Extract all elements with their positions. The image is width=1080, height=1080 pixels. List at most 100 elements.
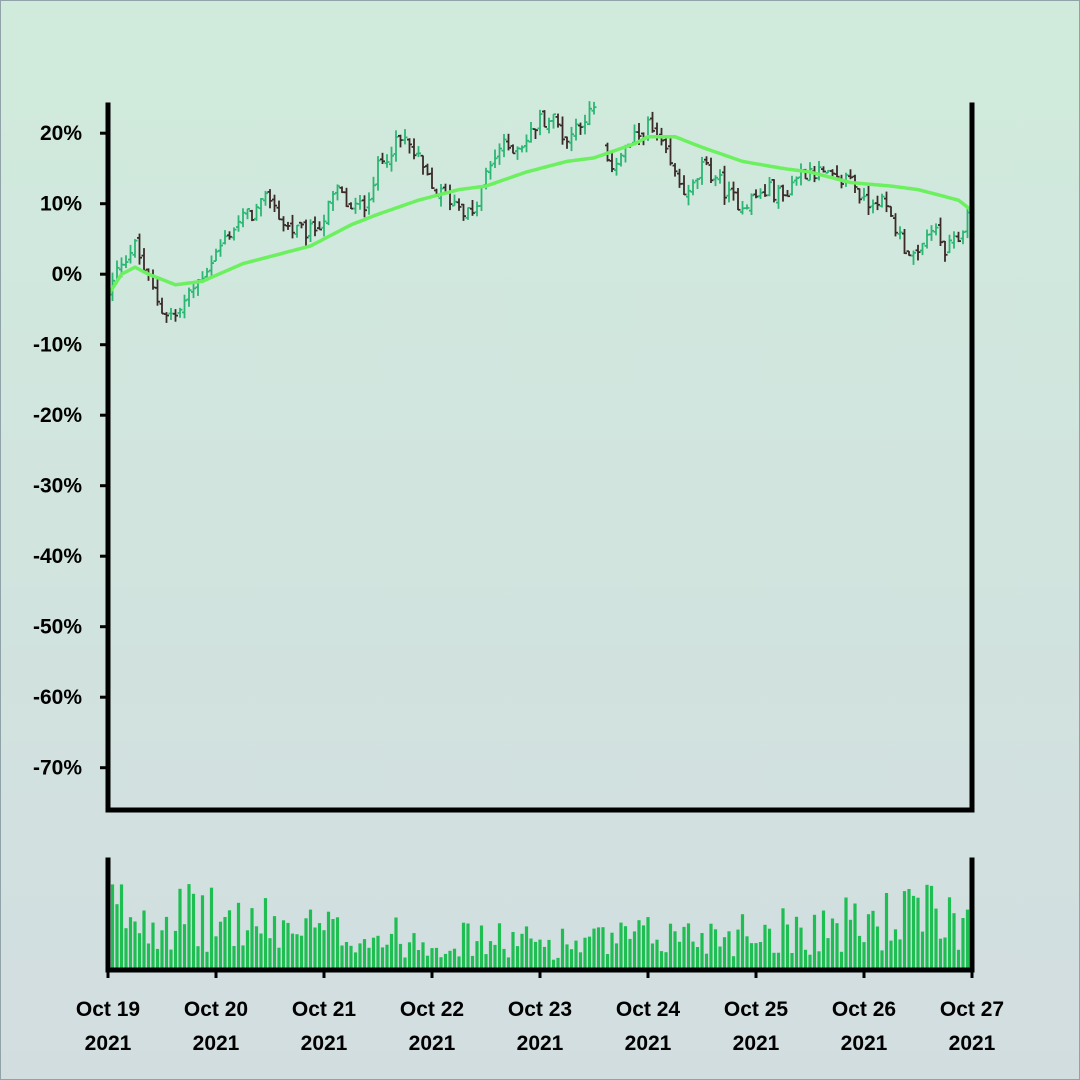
ohlc-bar bbox=[218, 239, 223, 257]
volume-bar bbox=[362, 939, 367, 970]
volume-bar bbox=[376, 935, 380, 970]
volume-bar bbox=[286, 922, 290, 970]
volume-bar bbox=[790, 953, 794, 970]
ohlc-bar bbox=[582, 114, 588, 135]
ohlc-bar bbox=[956, 231, 961, 243]
volume-bar bbox=[529, 938, 533, 970]
volume-bar bbox=[538, 939, 542, 970]
volume-bar bbox=[178, 888, 182, 970]
volume-bar bbox=[574, 940, 578, 970]
ohlc-bar bbox=[186, 287, 192, 307]
x-tick-label: Oct 20 bbox=[184, 998, 248, 1021]
x-axis-ticks: Oct 19 2021 Oct 20 2021 Oct 21 2021 Oct 22 2021… bbox=[76, 970, 1004, 1055]
ohlc-bar bbox=[380, 152, 385, 164]
volume-bar bbox=[110, 884, 115, 970]
volume-bar bbox=[893, 929, 898, 970]
ohlc-bar bbox=[488, 161, 493, 180]
volume-bar bbox=[817, 951, 821, 970]
volume-bar bbox=[655, 939, 659, 970]
volume-bar bbox=[889, 940, 893, 970]
ohlc-bar bbox=[366, 192, 372, 215]
volume-bar bbox=[884, 893, 889, 970]
ohlc-bar bbox=[681, 175, 687, 196]
volume-bar bbox=[164, 916, 169, 970]
volume-bar bbox=[205, 951, 209, 970]
ohlc-bar bbox=[267, 189, 273, 209]
volume-bar bbox=[623, 926, 628, 970]
volume-bar bbox=[592, 928, 596, 970]
volume-bar bbox=[569, 949, 574, 970]
ohlc-bar bbox=[915, 244, 921, 261]
volume-bar bbox=[421, 942, 425, 970]
volume-bar bbox=[187, 884, 191, 970]
volume-bar bbox=[902, 891, 907, 970]
x-tick-year: 2021 bbox=[949, 1032, 996, 1055]
ohlc-bar bbox=[231, 227, 237, 241]
ohlc-bar bbox=[663, 135, 669, 154]
x-tick-year: 2021 bbox=[841, 1032, 888, 1055]
volume-bar bbox=[898, 939, 902, 970]
volume-bar bbox=[281, 920, 286, 970]
volume-bar bbox=[371, 937, 376, 970]
ohlc-bar bbox=[618, 152, 624, 167]
volume-bar bbox=[155, 948, 160, 970]
volume-bar bbox=[115, 904, 119, 970]
volume-bar bbox=[938, 938, 943, 970]
volume-bar bbox=[749, 943, 754, 970]
volume-bar bbox=[533, 941, 538, 970]
volume-bar bbox=[934, 908, 938, 970]
ohlc-bar bbox=[155, 279, 160, 306]
ohlc-bar bbox=[902, 229, 907, 255]
volume-bar bbox=[326, 911, 331, 970]
volume-bar bbox=[610, 932, 614, 970]
ohlc-bar bbox=[542, 110, 547, 128]
volume-bar bbox=[169, 949, 173, 970]
ohlc-bar bbox=[785, 190, 790, 198]
volume-bar bbox=[587, 936, 592, 970]
volume-bar bbox=[227, 910, 232, 970]
ohlc-bar bbox=[272, 194, 277, 212]
volume-bar bbox=[218, 921, 223, 970]
volume-bar bbox=[128, 917, 133, 970]
volume-bar bbox=[313, 927, 317, 970]
ohlc-bar bbox=[591, 101, 597, 115]
volume-bar bbox=[596, 927, 601, 970]
volume-bar bbox=[763, 924, 767, 970]
ohlc-bar bbox=[299, 221, 304, 229]
volume-bar bbox=[686, 923, 691, 970]
price-axes bbox=[105, 102, 975, 813]
ohlc-bar bbox=[173, 309, 178, 322]
volume-bar bbox=[443, 953, 448, 970]
volume-bar bbox=[416, 950, 421, 970]
volume-bar bbox=[628, 938, 632, 970]
ohlc-bar bbox=[749, 193, 754, 215]
volume-bar bbox=[709, 923, 713, 970]
volume-bar bbox=[844, 897, 848, 970]
x-tick-label: Oct 27 bbox=[940, 998, 1004, 1021]
ohlc-bar bbox=[920, 242, 925, 256]
ohlc-bar bbox=[285, 221, 291, 230]
ohlc-bar bbox=[929, 225, 934, 241]
volume-bar bbox=[367, 947, 371, 970]
ohlc-bar bbox=[893, 213, 898, 237]
volume-bar bbox=[223, 917, 227, 970]
volume-bar bbox=[173, 930, 178, 970]
ohlc-bar bbox=[672, 163, 678, 177]
volume-bar bbox=[146, 943, 151, 970]
volume-bar bbox=[682, 926, 686, 970]
ohlc-bar bbox=[263, 190, 268, 206]
volume-bar bbox=[290, 933, 295, 970]
volume-bar bbox=[785, 924, 790, 970]
volume-bar bbox=[358, 943, 362, 970]
ohlc-bar bbox=[690, 179, 696, 196]
ohlc-bar bbox=[560, 116, 565, 145]
ohlc-bar bbox=[402, 129, 408, 145]
volume-bar bbox=[479, 925, 484, 970]
volume-bar bbox=[646, 917, 650, 970]
ohlc-bar bbox=[177, 307, 183, 318]
volume-bar bbox=[304, 918, 308, 970]
ohlc-bar bbox=[744, 204, 750, 210]
x-tick-year: 2021 bbox=[301, 1032, 348, 1055]
ohlc-bar bbox=[911, 250, 916, 265]
